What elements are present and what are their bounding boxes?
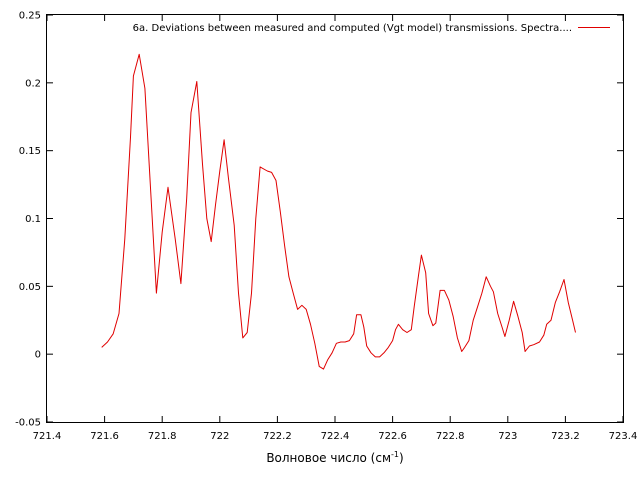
x-axis-label-main: Волновое число (см <box>266 451 391 465</box>
x-tick-label: 721.6 <box>90 431 119 442</box>
y-tick-label: 0 <box>35 350 41 361</box>
legend: 6a. Deviations between measured and comp… <box>133 23 610 34</box>
y-tick-label: 0.15 <box>19 146 41 157</box>
y-axis: -0.05 0 0.05 0.1 0.15 0.2 0.25 <box>15 11 623 429</box>
y-tick-label: 0.2 <box>25 78 41 89</box>
legend-label: 6a. Deviations between measured and comp… <box>133 23 572 34</box>
y-tick-label: 0.05 <box>19 282 41 293</box>
x-tick-label: 722.4 <box>321 431 350 442</box>
x-tick-label: 723 <box>498 431 517 442</box>
x-tick-label: 721.8 <box>148 431 177 442</box>
x-tick-label: 722 <box>210 431 229 442</box>
y-tick-label: -0.05 <box>15 418 41 429</box>
plot-frame <box>46 14 624 423</box>
y-tick-label: 0.25 <box>19 11 41 22</box>
x-axis-label: Волновое число (см-1) <box>266 450 403 465</box>
x-tick-label: 722.6 <box>378 431 407 442</box>
x-axis: 721.4 721.6 721.8 722 722.2 722.4 722.6 722.8 72… <box>33 15 638 442</box>
x-tick-label: 723.4 <box>609 431 638 442</box>
x-axis-label-sup: -1 <box>391 450 399 459</box>
x-tick-label: 723.2 <box>551 431 580 442</box>
x-tick-label: 722.2 <box>263 431 292 442</box>
x-tick-label: 722.8 <box>436 431 465 442</box>
y-tick-label: 0.1 <box>25 214 41 225</box>
x-axis-label-close: ) <box>399 451 404 465</box>
series-line <box>101 53 576 370</box>
x-tick-label: 721.4 <box>33 431 62 442</box>
